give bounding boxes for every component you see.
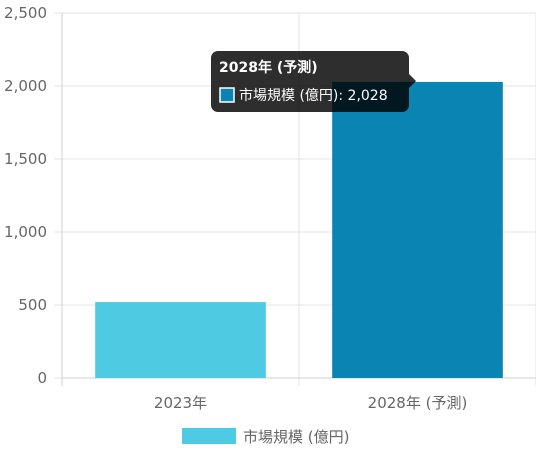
- bar[interactable]: [332, 81, 503, 379]
- legend-label: 市場規模 (億円): [243, 428, 349, 446]
- x-tick-label: 2028年 (予測): [368, 394, 468, 412]
- y-tick-label: 0: [37, 369, 47, 387]
- y-tick-label: 1,500: [4, 150, 47, 168]
- bars: [95, 81, 503, 379]
- tooltip-caret: [409, 74, 416, 88]
- y-axis-ticks: 0 500 1,000 1,500 2,000 2,500: [4, 4, 47, 387]
- tooltip-title: 2028年 (予測): [219, 59, 318, 76]
- y-tick-label: 500: [18, 296, 47, 314]
- legend-swatch: [182, 428, 236, 444]
- y-tick-label: 1,000: [4, 223, 47, 241]
- tooltip-box: [211, 51, 409, 112]
- legend[interactable]: 市場規模 (億円): [182, 428, 349, 446]
- y-tick-label: 2,500: [4, 4, 47, 22]
- x-axis-ticks: 2023年 2028年 (予測): [154, 394, 467, 412]
- tooltip-body: 市場規模 (億円): 2,028: [239, 87, 388, 104]
- y-tick-label: 2,000: [4, 77, 47, 95]
- bar[interactable]: [95, 302, 266, 378]
- tooltip: 2028年 (予測) 市場規模 (億円): 2,028: [211, 51, 416, 112]
- tooltip-swatch: [219, 87, 235, 103]
- x-tick-label: 2023年: [154, 394, 207, 412]
